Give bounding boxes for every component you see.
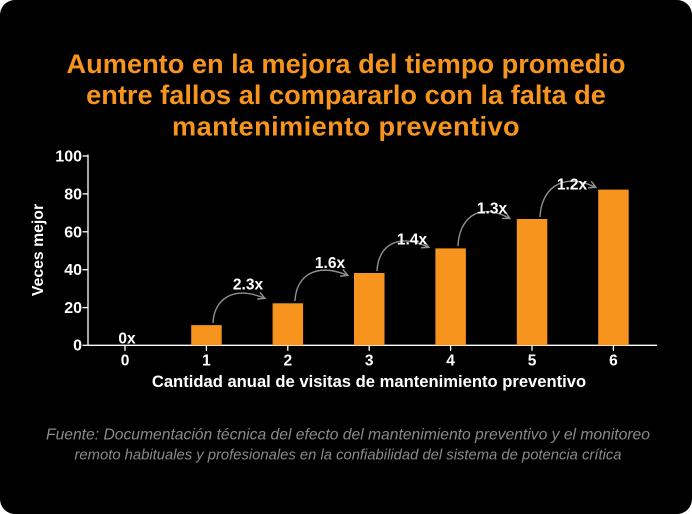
svg-text:4: 4 [446,353,455,370]
svg-text:80: 80 [64,186,82,203]
svg-text:entre fallos al compararlo con: entre fallos al compararlo con la falta … [86,79,606,110]
svg-text:remoto habituales y profesiona: remoto habituales y profesionales en la … [75,448,622,464]
svg-text:6: 6 [609,353,618,370]
svg-text:2.3x: 2.3x [233,277,264,294]
svg-text:1.3x: 1.3x [477,201,508,218]
svg-text:0: 0 [73,338,82,355]
svg-text:3: 3 [365,353,374,370]
svg-text:0x: 0x [118,331,136,348]
svg-text:mantenimiento preventivo: mantenimiento preventivo [172,110,520,141]
svg-text:Aumento en la mejora del tiemp: Aumento en la mejora del tiempo promedio [67,48,626,79]
svg-text:1: 1 [202,353,211,370]
svg-text:Cantidad anual de visitas de m: Cantidad anual de visitas de mantenimien… [152,372,586,391]
svg-text:Fuente: Documentación técnica: Fuente: Documentación técnica del efecto… [46,427,650,444]
svg-text:60: 60 [64,224,82,241]
svg-text:1.4x: 1.4x [397,232,428,249]
svg-text:100: 100 [55,149,82,166]
svg-text:20: 20 [64,300,82,317]
svg-text:1.6x: 1.6x [315,255,346,272]
svg-text:40: 40 [64,262,82,279]
svg-text:2: 2 [283,353,292,370]
svg-text:1.2x: 1.2x [557,177,588,194]
svg-text:Veces mejor: Veces mejor [30,204,47,296]
svg-text:5: 5 [528,353,537,370]
svg-text:0: 0 [121,353,130,370]
